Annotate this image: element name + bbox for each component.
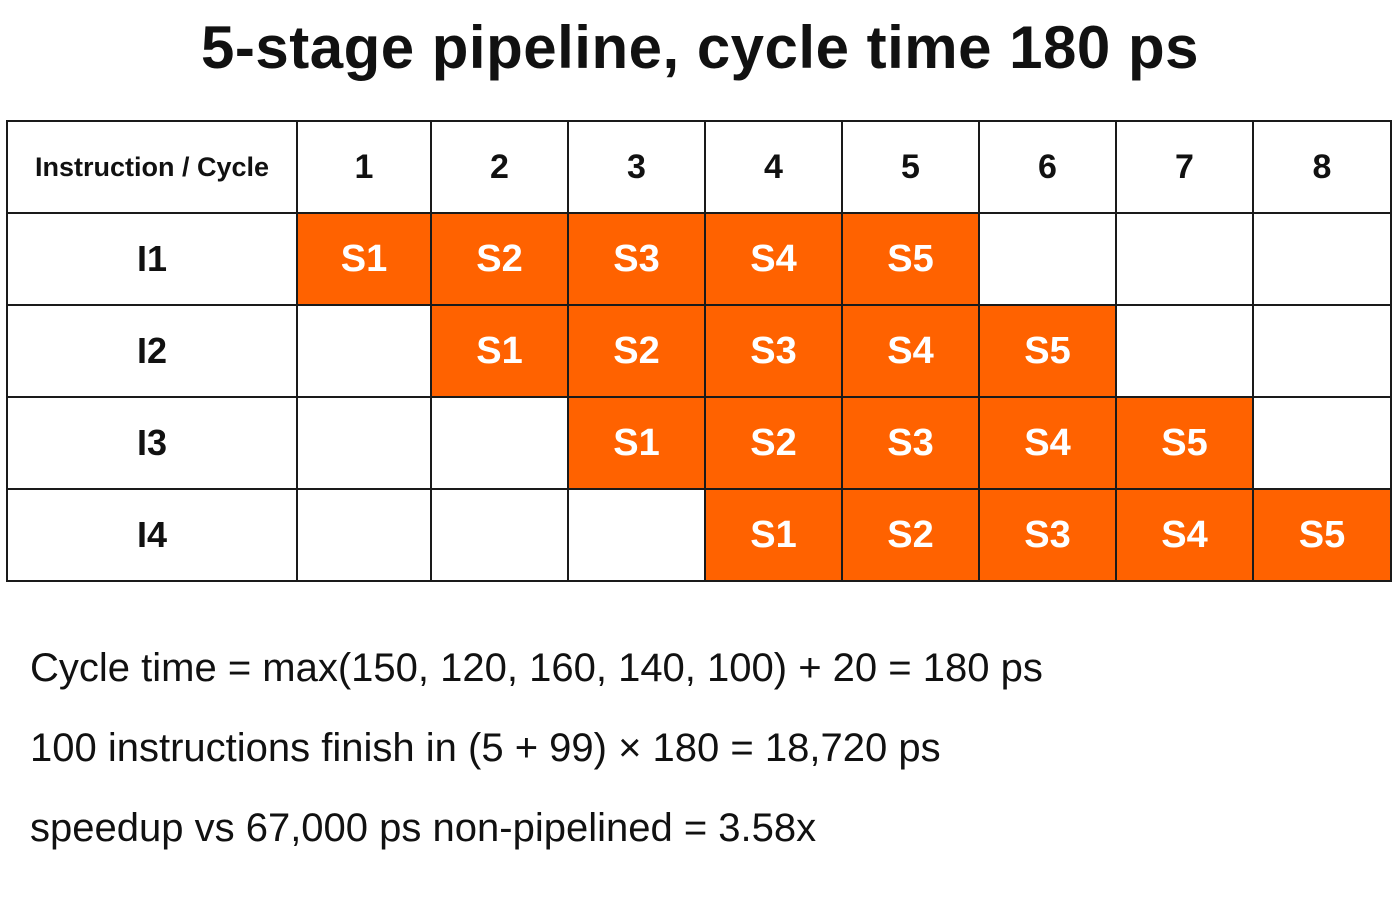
- cycle-header: 3: [567, 120, 706, 214]
- speedup-note: speedup vs 67,000 ps non-pipelined = 3.5…: [30, 806, 817, 850]
- instruction-label: I1: [6, 212, 298, 306]
- table-row: I4 S1 S2 S3 S4 S5: [6, 488, 1392, 582]
- stage-cell: [296, 396, 432, 490]
- stage-cell: S2: [704, 396, 843, 490]
- page-title: 5-stage pipeline, cycle time 180 ps: [201, 14, 1199, 81]
- pipeline-table: Instruction / Cycle 1 2 3 4 5 6 7 8 I1 S…: [6, 120, 1392, 582]
- stage-cell: S5: [978, 304, 1117, 398]
- stage-cell: [1115, 304, 1254, 398]
- cycle-header: 7: [1115, 120, 1254, 214]
- total-time-note: 100 instructions finish in (5 + 99) × 18…: [30, 726, 941, 770]
- stage-cell: S5: [1252, 488, 1392, 582]
- stage-cell: S4: [978, 396, 1117, 490]
- stage-cell: [430, 488, 569, 582]
- corner-header: Instruction / Cycle: [6, 120, 298, 214]
- stage-cell: S1: [567, 396, 706, 490]
- cycle-header: 1: [296, 120, 432, 214]
- instruction-label: I2: [6, 304, 298, 398]
- stage-cell: [978, 212, 1117, 306]
- stage-cell: S2: [567, 304, 706, 398]
- stage-cell: [430, 396, 569, 490]
- stage-cell: [1252, 396, 1392, 490]
- stage-cell: S2: [841, 488, 980, 582]
- stage-cell: S4: [841, 304, 980, 398]
- instruction-label: I3: [6, 396, 298, 490]
- stage-cell: S3: [841, 396, 980, 490]
- instruction-label: I4: [6, 488, 298, 582]
- stage-cell: S5: [1115, 396, 1254, 490]
- stage-cell: S4: [704, 212, 843, 306]
- stage-cell: S1: [430, 304, 569, 398]
- stage-cell: S5: [841, 212, 980, 306]
- stage-cell: [1252, 304, 1392, 398]
- stage-cell: [296, 304, 432, 398]
- stage-cell: [1252, 212, 1392, 306]
- cycle-header: 8: [1252, 120, 1392, 214]
- cycle-header: 2: [430, 120, 569, 214]
- stage-cell: [296, 488, 432, 582]
- stage-cell: [1115, 212, 1254, 306]
- header-row: Instruction / Cycle 1 2 3 4 5 6 7 8: [6, 120, 1392, 214]
- table-row: I2 S1 S2 S3 S4 S5: [6, 304, 1392, 398]
- cycle-header: 5: [841, 120, 980, 214]
- cycle-header: 6: [978, 120, 1117, 214]
- stage-cell: [567, 488, 706, 582]
- stage-cell: S1: [296, 212, 432, 306]
- stage-cell: S1: [704, 488, 843, 582]
- calculation-notes: Cycle time = max(150, 120, 160, 140, 100…: [30, 628, 1370, 868]
- table-row: I3 S1 S2 S3 S4 S5: [6, 396, 1392, 490]
- table-row: I1 S1 S2 S3 S4 S5: [6, 212, 1392, 306]
- stage-cell: S3: [704, 304, 843, 398]
- cycle-header: 4: [704, 120, 843, 214]
- stage-cell: S2: [430, 212, 569, 306]
- stage-cell: S3: [978, 488, 1117, 582]
- stage-cell: S3: [567, 212, 706, 306]
- stage-cell: S4: [1115, 488, 1254, 582]
- cycle-time-note: Cycle time = max(150, 120, 160, 140, 100…: [30, 646, 1043, 690]
